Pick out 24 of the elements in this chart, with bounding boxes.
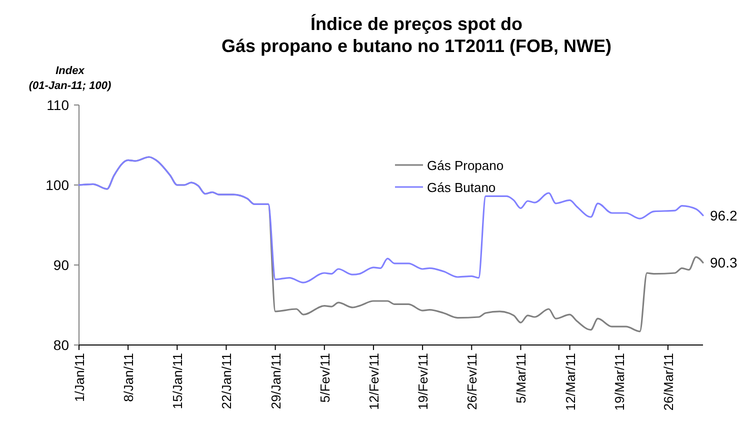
- y-tick-label: 80: [53, 337, 70, 353]
- x-tick-label: 29/Jan/11: [268, 353, 284, 410]
- x-tick-label: 19/Mar/11: [612, 353, 627, 411]
- y-tick-label: 100: [46, 177, 70, 193]
- x-tick-label: 19/Fev/11: [416, 353, 431, 410]
- y-tick-label: 110: [46, 97, 70, 113]
- x-tick-label: 12/Fev/11: [366, 353, 382, 410]
- x-tick-label: 5/Fev/11: [317, 353, 332, 403]
- x-tick-label: 22/Jan/11: [219, 353, 234, 410]
- x-tick-label: 12/Mar/11: [562, 353, 578, 411]
- legend-label: Gás Butano: [427, 180, 496, 195]
- chart-title: Índice de preços spot do Gás propano e butano no 1T2011 (FOB, NWE): [221, 14, 612, 56]
- data-label: 96.2: [710, 207, 738, 224]
- x-tick-label: 1/Jan/11: [72, 353, 87, 402]
- legend-label: Gás Propano: [427, 158, 504, 173]
- line-series: [78, 156, 704, 284]
- x-tick-label: 5/Mar/11: [514, 353, 529, 404]
- x-tick-label: 26/Fev/11: [464, 353, 480, 410]
- x-tick-label: 8/Jan/11: [121, 353, 136, 402]
- data-label: 90.3: [710, 254, 738, 271]
- y-tick-label: 90: [53, 257, 70, 273]
- y-axis-title: Index (01-Jan-11; 100): [28, 65, 112, 92]
- x-tick-label: 26/Mar/11: [660, 353, 676, 411]
- x-tick-label: 15/Jan/11: [170, 353, 186, 410]
